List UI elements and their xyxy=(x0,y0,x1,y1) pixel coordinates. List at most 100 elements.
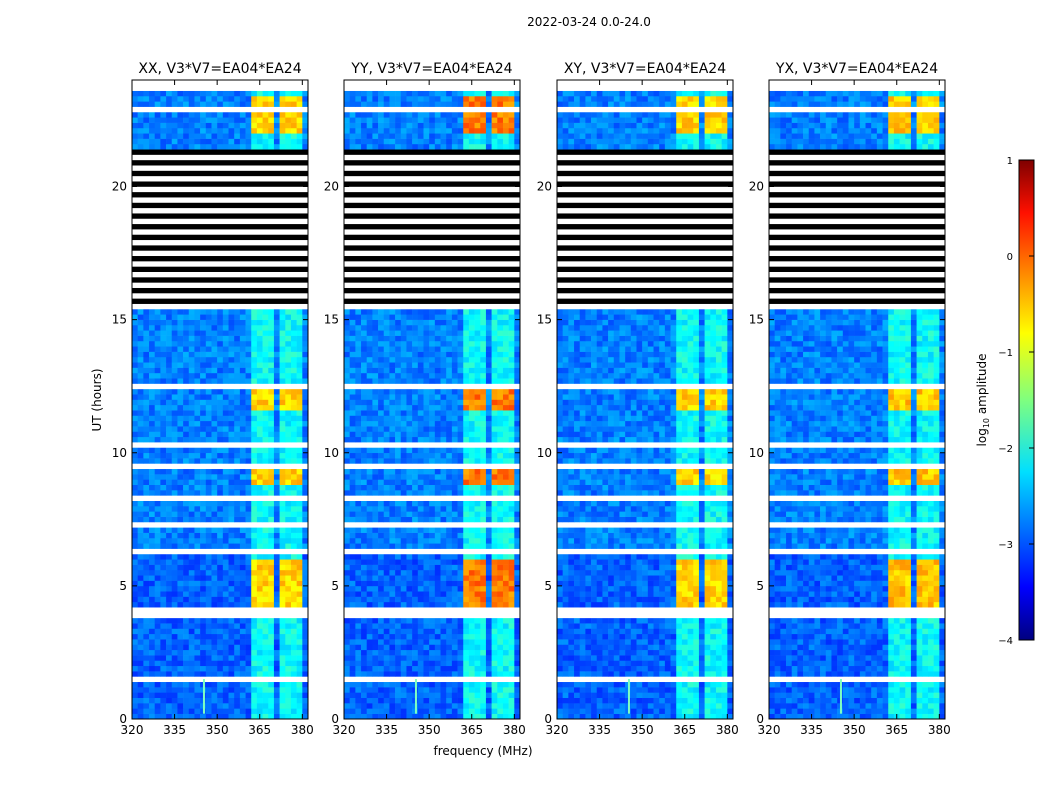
heatmap-cell xyxy=(228,692,235,698)
heatmap-cell xyxy=(222,580,229,587)
heatmap-cell xyxy=(188,362,195,368)
heatmap-cell xyxy=(429,362,436,368)
panel-title-xy: XY, V3*V7=EA04*EA24 xyxy=(564,61,726,77)
heatmap-cell xyxy=(143,138,150,145)
heatmap-cell xyxy=(485,431,492,438)
heatmap-cell xyxy=(412,330,419,336)
heatmap-cell xyxy=(406,415,413,422)
heatmap-cell xyxy=(474,431,481,438)
heatmap-cell xyxy=(256,639,263,645)
heatmap-cell xyxy=(234,559,241,565)
heatmap-cell xyxy=(228,703,235,709)
heatmap-cell xyxy=(395,575,402,581)
heatmap-cell xyxy=(497,644,504,651)
heatmap-cell xyxy=(205,335,212,342)
heatmap-cell xyxy=(160,468,167,475)
heatmap-cell xyxy=(228,367,235,374)
heatmap-cell xyxy=(302,596,309,603)
heatmap-cell xyxy=(406,569,413,576)
heatmap-cell xyxy=(256,633,263,640)
heatmap-cell xyxy=(497,580,504,587)
heatmap-cell xyxy=(395,649,402,656)
heatmap-cell xyxy=(273,580,280,587)
heatmap-cell xyxy=(383,564,390,571)
heatmap-cell xyxy=(217,122,224,129)
heatmap-cell xyxy=(154,314,161,320)
heatmap-cell xyxy=(440,665,447,672)
heatmap-cell xyxy=(429,697,436,704)
heatmap-cell xyxy=(514,660,521,667)
heatmap-cell xyxy=(234,330,241,336)
heatmap-cell xyxy=(228,143,235,150)
heatmap-cell xyxy=(372,596,379,603)
heatmap-cell xyxy=(349,655,356,661)
heatmap-cell xyxy=(177,692,184,698)
heatmap-cell xyxy=(485,527,492,533)
heatmap-cell xyxy=(154,569,161,576)
heatmap-cell xyxy=(372,117,379,123)
heatmap-cell xyxy=(143,639,150,645)
heatmap-cell xyxy=(355,378,362,384)
heatmap-cell xyxy=(222,362,229,368)
heatmap-cell xyxy=(423,596,430,603)
heatmap-cell xyxy=(502,617,509,624)
heatmap-cell xyxy=(468,601,475,608)
heatmap-cell xyxy=(412,665,419,672)
heatmap-cell xyxy=(205,367,212,374)
heatmap-cell xyxy=(355,580,362,587)
heatmap-cell xyxy=(296,490,303,496)
heatmap-cell xyxy=(366,490,373,496)
heatmap-cell xyxy=(268,591,275,597)
heatmap-cell xyxy=(434,362,441,368)
heatmap-cell xyxy=(245,687,252,693)
heatmap-cell xyxy=(355,452,362,459)
heatmap-cell xyxy=(372,511,379,517)
heatmap-cell xyxy=(245,580,252,587)
heatmap-cell xyxy=(349,111,356,118)
heatmap-cell xyxy=(502,117,509,123)
heatmap-cell xyxy=(239,511,246,517)
heatmap-cell xyxy=(279,351,286,358)
heatmap-cell xyxy=(355,591,362,597)
heatmap-cell xyxy=(434,575,441,581)
heatmap-cell xyxy=(188,559,195,565)
heatmap-cell xyxy=(502,479,509,485)
heatmap-cell xyxy=(355,569,362,576)
heatmap-cell xyxy=(205,484,212,491)
flagged-row xyxy=(344,607,520,613)
heatmap-cell xyxy=(372,351,379,358)
heatmap-cell xyxy=(366,596,373,603)
heatmap-cell xyxy=(440,633,447,640)
heatmap-cell xyxy=(344,623,350,629)
heatmap-cell xyxy=(502,138,509,145)
heatmap-cell xyxy=(290,133,297,139)
heatmap-cell xyxy=(273,458,280,464)
heatmap-cell xyxy=(290,388,297,395)
heatmap-cell xyxy=(485,346,492,352)
heatmap-cell xyxy=(132,420,138,427)
heatmap-cell xyxy=(166,532,173,539)
heatmap-cell xyxy=(285,516,292,523)
heatmap-cell xyxy=(468,644,475,651)
heatmap-cell xyxy=(355,372,362,379)
heatmap-cell xyxy=(166,559,173,565)
heatmap-cell xyxy=(502,703,509,709)
heatmap-cell xyxy=(256,335,263,342)
heatmap-cell xyxy=(171,367,178,374)
heatmap-cell xyxy=(457,639,464,645)
heatmap-cell xyxy=(451,319,458,326)
heatmap-cell xyxy=(228,649,235,656)
heatmap-cell xyxy=(234,127,241,134)
heatmap-cell xyxy=(451,633,458,640)
heatmap-cell xyxy=(349,623,356,629)
heatmap-cell xyxy=(423,426,430,432)
heatmap-cell xyxy=(491,394,498,400)
heatmap-cell xyxy=(217,639,224,645)
heatmap-cell xyxy=(468,553,475,560)
heatmap-cell xyxy=(154,681,161,688)
heatmap-cell xyxy=(222,426,229,432)
heatmap-cell xyxy=(273,143,280,150)
heatmap-cell xyxy=(440,617,447,624)
heatmap-cell xyxy=(268,394,275,400)
heatmap-cell xyxy=(400,324,407,331)
